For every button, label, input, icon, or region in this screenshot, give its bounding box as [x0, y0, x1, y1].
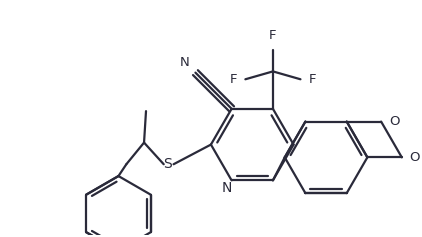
Text: F: F — [230, 73, 238, 86]
Text: N: N — [222, 181, 232, 195]
Text: S: S — [163, 157, 172, 171]
Text: F: F — [269, 29, 277, 42]
Text: F: F — [308, 73, 316, 86]
Text: O: O — [389, 115, 400, 128]
Text: N: N — [180, 56, 189, 69]
Text: O: O — [410, 151, 420, 164]
